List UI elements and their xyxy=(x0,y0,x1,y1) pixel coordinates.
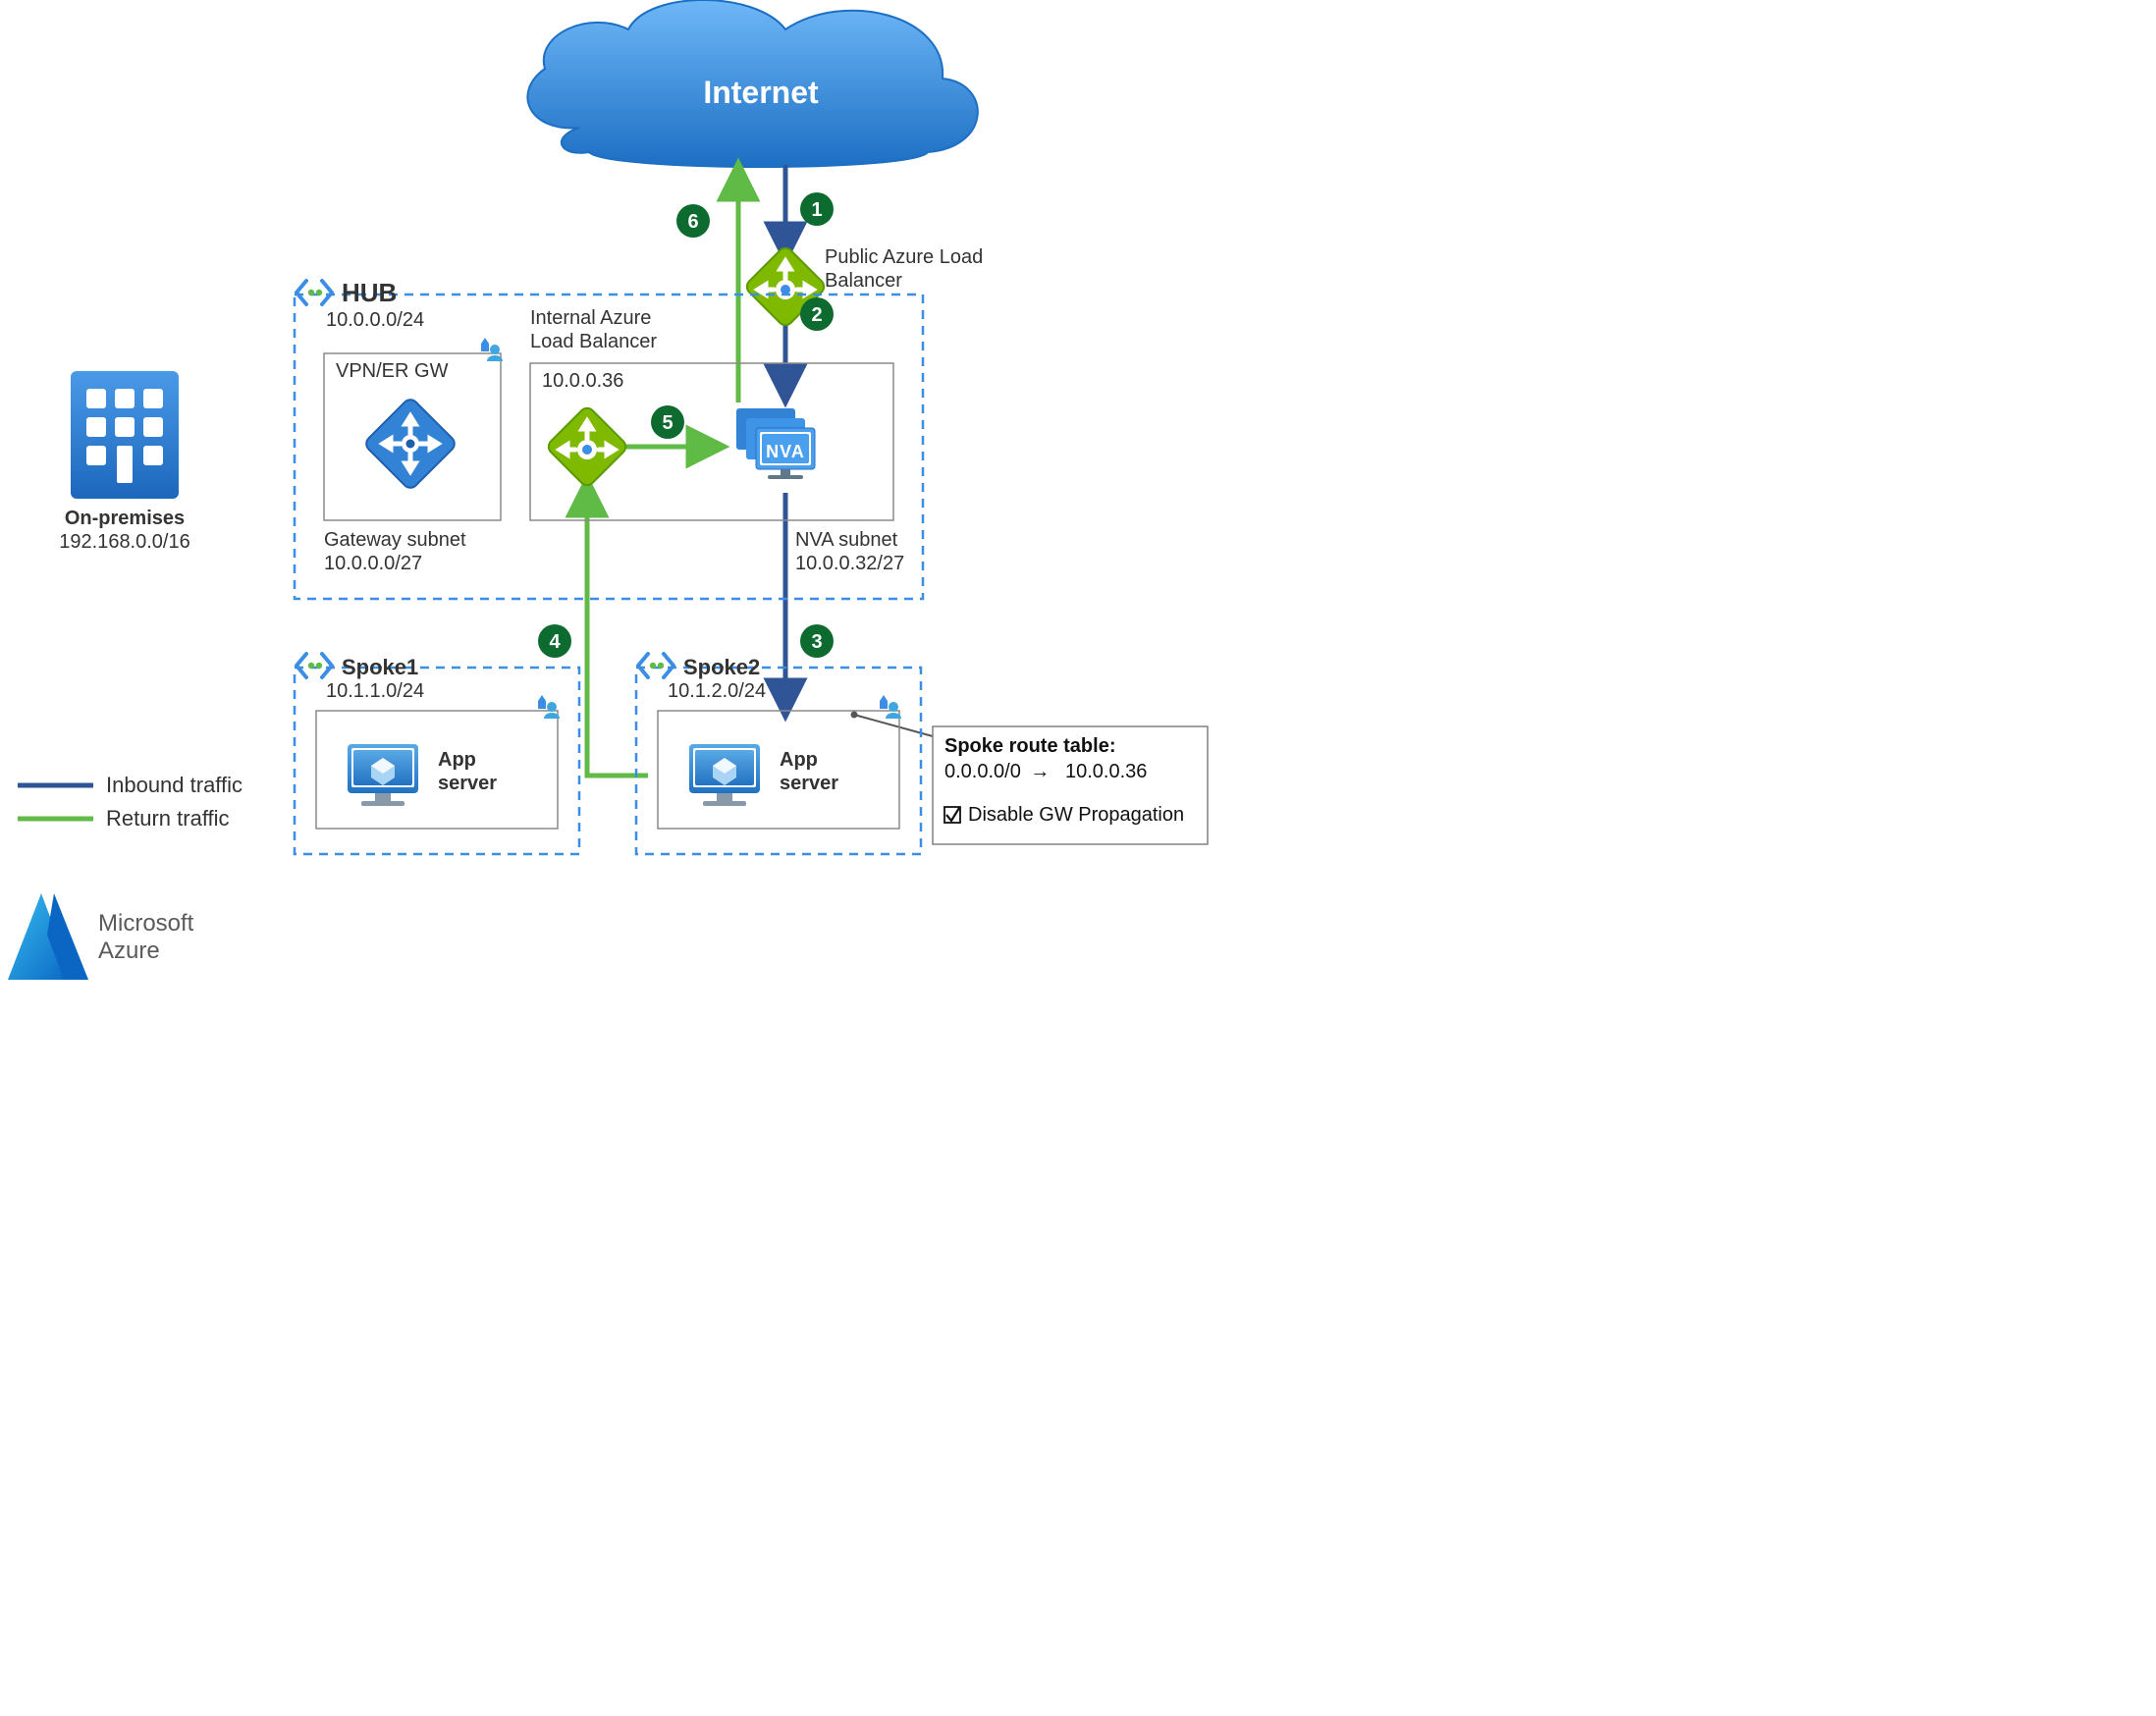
brand-line1: Microsoft xyxy=(98,910,194,937)
gateway-title: VPN/ER GW xyxy=(336,360,449,382)
step-number: 1 xyxy=(811,199,822,221)
legend-return: Return traffic xyxy=(106,806,230,831)
vnet-icon xyxy=(296,281,332,304)
step-number: 6 xyxy=(687,211,698,233)
azure-brand: Microsoft Azure xyxy=(8,893,194,980)
step-number: 4 xyxy=(549,631,561,653)
hub-title: HUB xyxy=(342,278,397,307)
nva-label: NVA xyxy=(766,442,805,461)
gateway-subnet-name: Gateway subnet xyxy=(324,529,466,551)
vpn-gateway-icon xyxy=(363,397,458,491)
hub-vnet: HUB 10.0.0.0/24 VPN/ER GW Gateway subnet… xyxy=(295,278,923,599)
spoke2-vnet: Spoke2 10.1.2.0/24 App server xyxy=(636,654,921,854)
vnet-icon xyxy=(296,654,332,677)
legend: Inbound traffic Return traffic xyxy=(18,773,243,831)
step-number: 2 xyxy=(811,304,822,326)
internal-load-balancer-icon xyxy=(546,405,629,489)
user-badge-icon xyxy=(880,695,901,719)
spoke2-app-l1: App xyxy=(780,749,818,771)
onprem-cidr: 192.168.0.0/16 xyxy=(59,531,189,553)
spoke1-app-l2: server xyxy=(438,773,497,794)
spoke1-app-l1: App xyxy=(438,749,476,771)
public-lb-label-2: Balancer xyxy=(825,270,902,292)
route-table-title: Spoke route table: xyxy=(944,735,1115,757)
user-badge-icon xyxy=(538,695,560,719)
app-server-icon xyxy=(689,744,760,806)
nva-subnet-cidr: 10.0.0.32/27 xyxy=(795,553,904,574)
spoke1-title: Spoke1 xyxy=(342,655,418,679)
nva-subnet-name: NVA subnet xyxy=(795,529,898,551)
internet-label: Internet xyxy=(703,75,819,110)
gateway-subnet-cidr: 10.0.0.0/27 xyxy=(324,553,422,574)
spoke2-title: Spoke2 xyxy=(683,655,760,679)
app-server-icon xyxy=(348,744,418,806)
route-table-callout: Spoke route table: 0.0.0.0/0 → 10.0.0.36… xyxy=(933,726,1208,844)
legend-inbound: Inbound traffic xyxy=(106,773,243,797)
step-number: 5 xyxy=(662,412,673,434)
edge-return-4 xyxy=(587,481,648,776)
vnet-icon xyxy=(638,654,674,677)
spoke1-cidr: 10.1.1.0/24 xyxy=(326,680,424,702)
disable-gw-checkbox[interactable] xyxy=(944,807,960,823)
route-table-entry: 0.0.0.0/0 → 10.0.0.36 xyxy=(944,761,1147,782)
architecture-diagram: Internet Public Azure Load Balancer HUB … xyxy=(0,0,1257,999)
public-lb-label-1: Public Azure Load xyxy=(825,246,983,268)
internet-cloud: Internet xyxy=(527,0,977,167)
hub-cidr: 10.0.0.0/24 xyxy=(326,309,424,331)
internal-lb-ip: 10.0.0.36 xyxy=(542,370,623,392)
disable-gw-label: Disable GW Propagation xyxy=(968,804,1184,826)
spoke2-app-l2: server xyxy=(780,773,838,794)
spoke2-cidr: 10.1.2.0/24 xyxy=(668,680,766,702)
spoke1-vnet: Spoke1 10.1.1.0/24 App server xyxy=(295,654,579,854)
step-number: 3 xyxy=(811,631,822,653)
on-premises: On-premises 192.168.0.0/16 xyxy=(59,371,189,553)
internal-lb-label-2: Load Balancer xyxy=(530,331,657,352)
user-badge-icon xyxy=(481,338,503,361)
onprem-title: On-premises xyxy=(65,508,185,529)
gateway-subnet: VPN/ER GW Gateway subnet 10.0.0.0/27 xyxy=(324,338,503,574)
internal-lb-label-1: Internal Azure xyxy=(530,307,651,329)
brand-line2: Azure xyxy=(98,938,160,964)
